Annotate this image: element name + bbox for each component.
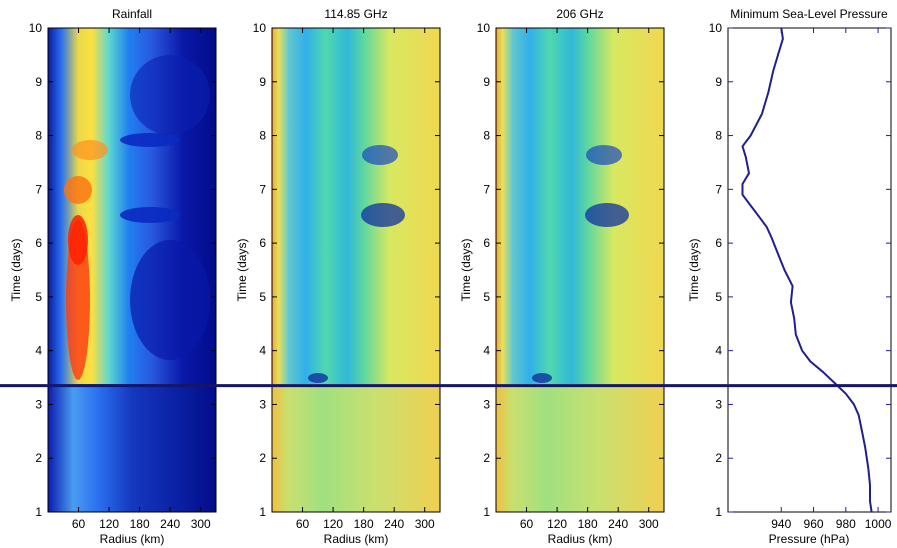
panel2-xtick-label-4: 300 [639, 517, 659, 531]
panel1-ytick-label-8: 9 [259, 75, 266, 89]
pressure-series-line-0 [741, 27, 873, 513]
panel2-ytick-label-2: 3 [483, 397, 490, 411]
panel1-ytick-label-5: 6 [259, 236, 266, 250]
panel1-xtick-label-3: 240 [384, 517, 404, 531]
pressure-xlabel: Pressure (hPa) [769, 532, 850, 546]
panel0-xtick-label-3: 240 [160, 517, 180, 531]
rainfall-xlabel: Radius (km) [100, 532, 165, 546]
panel2-ytick-label-9: 10 [477, 21, 491, 35]
panel0-ytick-label-7: 8 [35, 129, 42, 143]
panel2-xtick-label-0: 60 [520, 517, 534, 531]
panel1-ytick-label-7: 8 [259, 129, 266, 143]
marks-layer [0, 27, 897, 513]
panel1-ytick-label-6: 7 [259, 182, 266, 196]
panel1-ytick-label-1: 2 [259, 451, 266, 465]
panel1-xtick-label-2: 180 [354, 517, 374, 531]
rainfall-title: Rainfall [112, 7, 152, 21]
panel3-ytick-label-4: 5 [715, 290, 722, 304]
panel1-ytick-label-4: 5 [259, 290, 266, 304]
ghz114-heatmap [272, 28, 440, 512]
panel3-ytick-label-2: 3 [715, 397, 722, 411]
panel1-ytick-label-9: 10 [253, 21, 267, 35]
ghz114-frame [271, 27, 441, 513]
pressure-title: Minimum Sea-Level Pressure [730, 7, 888, 21]
panel0-xtick-label-1: 120 [99, 517, 119, 531]
ghz206-xlabel: Radius (km) [548, 532, 613, 546]
panel0-xtick-label-2: 180 [130, 517, 150, 531]
panel2-ytick-label-7: 8 [483, 129, 490, 143]
ghz206-title: 206 GHz [556, 7, 603, 21]
panel2-ytick-label-4: 5 [483, 290, 490, 304]
panel2-xtick-label-1: 120 [547, 517, 567, 531]
rainfall-frame [47, 27, 217, 513]
panel0-xtick-label-0: 60 [72, 517, 86, 531]
panel1-ytick-label-3: 4 [259, 344, 266, 358]
panel1-ytick-label-0: 1 [259, 505, 266, 519]
panel3-xtick-label-0: 940 [771, 517, 791, 531]
panel1-xtick-label-1: 120 [323, 517, 343, 531]
panel2-ytick-label-0: 1 [483, 505, 490, 519]
panel2-ytick-label-3: 4 [483, 344, 490, 358]
pressure-frame [727, 27, 892, 513]
panel3-ytick-label-6: 7 [715, 182, 722, 196]
panel0-ytick-label-8: 9 [35, 75, 42, 89]
panel2-xtick-label-2: 180 [578, 517, 598, 531]
panel1-xtick-label-4: 300 [415, 517, 435, 531]
ghz206-frame [495, 27, 665, 513]
pressure-ylabel: Time (days) [687, 239, 701, 302]
panel2-ytick-label-8: 9 [483, 75, 490, 89]
panel0-ytick-label-6: 7 [35, 182, 42, 196]
panel3-ytick-label-3: 4 [715, 344, 722, 358]
panel2-xtick-label-3: 240 [608, 517, 628, 531]
panel3-ytick-label-5: 6 [715, 236, 722, 250]
panel3-ytick-label-0: 1 [715, 505, 722, 519]
panel3-ytick-label-1: 2 [715, 451, 722, 465]
rainfall-heatmap [48, 28, 216, 512]
panel1-ytick-label-2: 3 [259, 397, 266, 411]
panel0-xtick-label-4: 300 [191, 517, 211, 531]
ghz114-ylabel: Time (days) [235, 239, 249, 302]
ghz114-xlabel: Radius (km) [324, 532, 389, 546]
ghz114-title: 114.85 GHz [324, 7, 387, 21]
panel0-ytick-label-0: 1 [35, 505, 42, 519]
panel3-xtick-label-2: 980 [836, 517, 856, 531]
panel1-xtick-label-0: 60 [296, 517, 310, 531]
rainfall-ylabel: Time (days) [9, 239, 23, 302]
panel0-ytick-label-5: 6 [35, 236, 42, 250]
panel0-ytick-label-1: 2 [35, 451, 42, 465]
panel2-ytick-label-5: 6 [483, 236, 490, 250]
panel0-ytick-label-4: 5 [35, 290, 42, 304]
panel2-ytick-label-6: 7 [483, 182, 490, 196]
panel0-ytick-label-3: 4 [35, 344, 42, 358]
panel3-ytick-label-7: 8 [715, 129, 722, 143]
panel0-ytick-label-9: 10 [29, 21, 43, 35]
panel3-xtick-label-3: 1000 [865, 517, 892, 531]
panel0-ytick-label-2: 3 [35, 397, 42, 411]
ghz206-heatmap [496, 28, 664, 512]
panel3-ytick-label-8: 9 [715, 75, 722, 89]
panel3-xtick-label-1: 960 [804, 517, 824, 531]
panel3-ytick-label-9: 10 [709, 21, 723, 35]
ghz206-ylabel: Time (days) [459, 239, 473, 302]
panel2-ytick-label-1: 2 [483, 451, 490, 465]
